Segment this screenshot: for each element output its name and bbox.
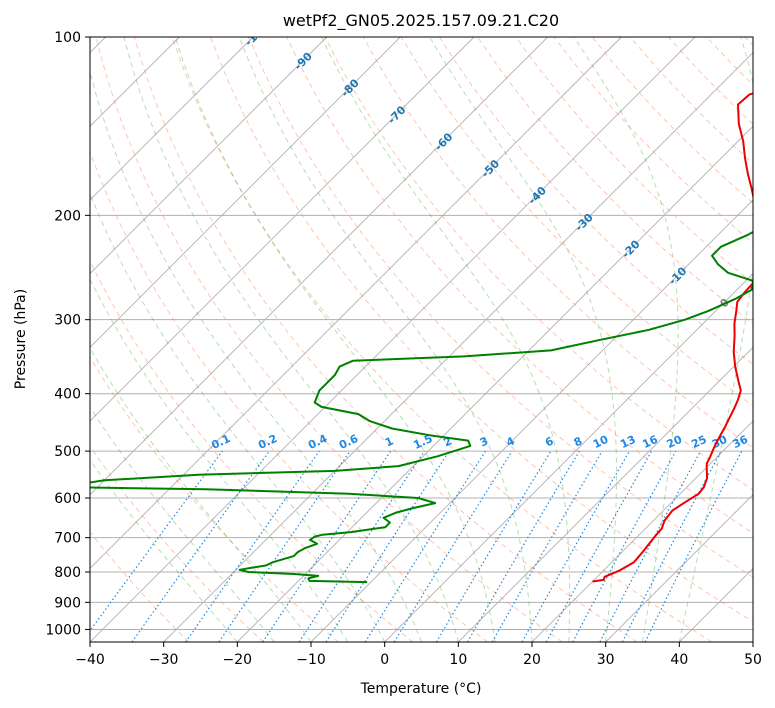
mixing-ratio-label: 13 [618, 433, 637, 451]
x-tick-label: 20 [523, 652, 541, 668]
isotherm-line [90, 37, 696, 642]
y-tick-label: 900 [54, 595, 81, 611]
y-tick-label: 800 [54, 565, 81, 581]
plot-background [90, 37, 753, 642]
dry-adiabat-line [400, 37, 753, 407]
dry-adiabat-line [438, 37, 753, 366]
isotherm-line [90, 37, 254, 201]
y-tick-label: 600 [54, 491, 81, 507]
mixing-ratio-label: 10 [591, 433, 611, 451]
x-tick-label: 0 [380, 652, 389, 668]
dry-adiabat-line [133, 37, 638, 642]
isotherm-line [310, 199, 753, 642]
isotherm-line [90, 37, 475, 422]
y-axis-label: Pressure (hPa) [13, 289, 29, 389]
mixing-ratio-line [545, 450, 653, 642]
mixing-ratio-line [90, 450, 223, 632]
mixing-ratio-label: 20 [665, 433, 685, 451]
isotherm-line [90, 37, 401, 348]
y-axis-ticks: 100 200 300 400 500 600 700 800 900 1000 [45, 30, 90, 638]
x-tick-label: −20 [223, 652, 253, 668]
moist-adiabat-line [90, 70, 422, 642]
isotherm-line [531, 420, 753, 642]
x-tick-label: −40 [75, 652, 105, 668]
mixing-ratio-line [218, 450, 351, 642]
mixing-ratio-line [185, 450, 320, 642]
mixing-ratio-label: 25 [689, 433, 708, 451]
grid [90, 37, 753, 642]
moist-adiabat-line [90, 192, 386, 642]
plot-frame [89, 36, 754, 643]
dry-adiabat-line [90, 356, 339, 642]
isotherm-line [163, 52, 753, 642]
x-axis-ticks: −40 −30 −20 −10 0 10 20 30 40 50 [75, 642, 762, 668]
mixing-ratio-line [521, 450, 631, 642]
isotherm-line [90, 37, 622, 569]
isotherm-label: 10 [761, 320, 775, 340]
dry-adiabats [90, 37, 753, 642]
mixing-ratio-line [572, 450, 677, 642]
dry-adiabat-line [248, 37, 753, 578]
mixing-ratio-label: 16 [640, 433, 660, 451]
dry-adiabat-line [95, 37, 563, 642]
isotherm-line [605, 494, 753, 642]
y-tick-label: 500 [54, 444, 81, 460]
mixing-ratio-lines [90, 450, 743, 642]
isotherm-label: -100 [242, 20, 271, 49]
mixing-ratio-line [131, 450, 270, 642]
mixing-ratio-line [393, 450, 513, 642]
mixing-ratio-line [644, 450, 743, 642]
moist-adiabat-line [123, 37, 459, 642]
x-tick-label: 10 [449, 652, 467, 668]
moist-adiabat-line [90, 277, 349, 642]
isotherm-line [458, 346, 753, 642]
moist-adiabat-line [429, 37, 617, 642]
dewpoint-line [90, 230, 753, 584]
moist-adiabat-line [90, 347, 312, 642]
dry-adiabat-line [90, 531, 190, 642]
dry-adiabat-line [210, 37, 753, 623]
isotherm-line [90, 37, 548, 496]
mixing-ratio-label: 36 [731, 433, 751, 451]
y-tick-label: 1000 [45, 622, 81, 638]
moist-adiabat-line [321, 37, 571, 642]
y-tick-label: 100 [54, 30, 81, 46]
moist-adiabat-line [238, 37, 533, 642]
x-tick-label: 30 [597, 652, 615, 668]
y-tick-label: 400 [54, 387, 81, 403]
dry-adiabat-line [90, 150, 488, 642]
y-tick-label: 700 [54, 531, 81, 547]
x-axis-label: Temperature (°C) [360, 681, 482, 697]
x-tick-label: 50 [744, 652, 762, 668]
moist-adiabat-line [573, 37, 679, 642]
y-tick-label: 200 [54, 208, 81, 224]
chart-title: wetPf2_GN05.2025.157.09.21.C20 [283, 11, 559, 31]
isotherm-line [752, 641, 753, 642]
x-tick-label: −30 [149, 652, 179, 668]
mixing-ratio-line [298, 450, 425, 642]
y-tick-label: 300 [54, 313, 81, 329]
temperature-line [592, 92, 753, 583]
x-tick-label: −10 [296, 652, 326, 668]
mixing-ratio-line [325, 450, 450, 642]
dry-adiabat-line [286, 37, 753, 534]
dry-adiabat-line [515, 37, 753, 284]
isotherm-line [384, 273, 753, 642]
dry-adiabat-line [90, 259, 414, 642]
dry-adiabat-line [171, 37, 712, 642]
x-tick-label: 40 [670, 652, 688, 668]
moist-adiabat-line [90, 406, 275, 642]
moist-adiabat-line [174, 37, 496, 642]
isotherm-line [90, 37, 327, 275]
sounding-series [90, 92, 753, 584]
